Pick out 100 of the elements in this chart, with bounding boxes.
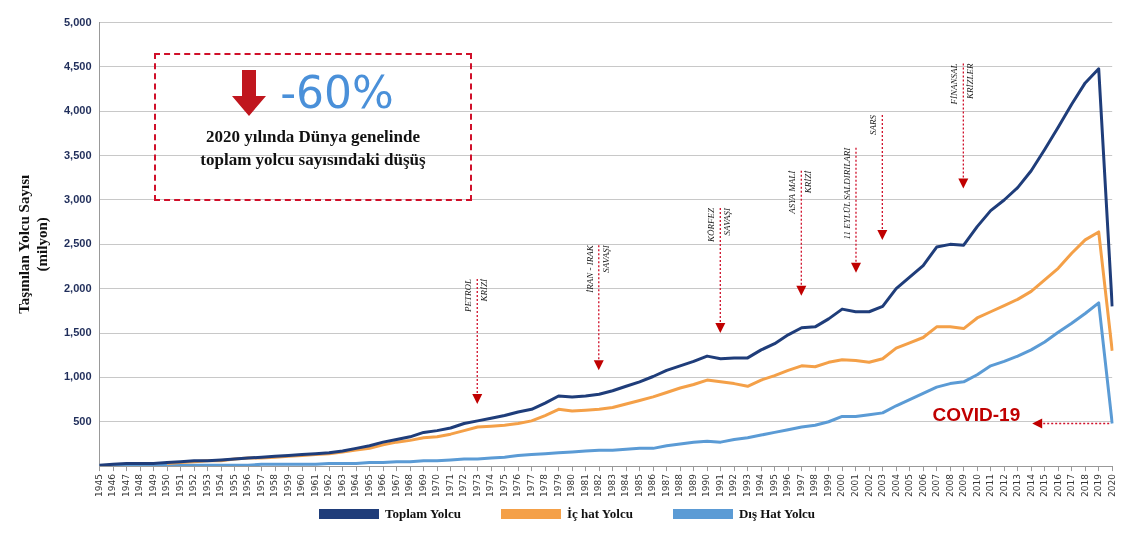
- x-tick-label: 1980: [566, 473, 577, 497]
- x-tick-label: 2012: [998, 474, 1009, 497]
- x-tick-label: 1951: [174, 474, 185, 497]
- x-tick-label: 1952: [188, 474, 199, 497]
- y-tick-label: 4,000: [64, 104, 92, 117]
- x-tick-label: 2008: [944, 473, 955, 497]
- x-tick-label: 2011: [985, 474, 996, 497]
- x-tick-label: 1981: [579, 474, 590, 497]
- x-tick-label: 1995: [768, 474, 779, 497]
- x-tick-label: 1963: [336, 474, 347, 497]
- y-axis-title: Taşınılan Yolcu Sayısı (milyon): [15, 174, 51, 314]
- x-tick-label: 2001: [850, 474, 860, 497]
- annotation: COVID-19: [932, 403, 1021, 425]
- x-tick-label: 1990: [701, 473, 712, 497]
- annotation: ASYA MALİ KRİZİ: [787, 169, 814, 215]
- x-tick-label: 2002: [863, 474, 874, 497]
- x-tick-label: 1960: [296, 473, 307, 497]
- x-tick-label: 2004: [890, 473, 901, 497]
- y-tick-label: 3,000: [64, 193, 92, 206]
- x-tick-label: 2007: [931, 474, 942, 497]
- x-tick-label: 1989: [687, 473, 698, 497]
- annotation: -60%: [280, 67, 394, 118]
- x-tick-label: 1945: [93, 474, 104, 497]
- x-tick-label: 1988: [674, 473, 685, 497]
- x-tick-label: 2000: [836, 473, 847, 497]
- x-tick-label: 1953: [201, 474, 212, 497]
- x-tick-label: 1984: [620, 473, 631, 497]
- x-tick-label: 1991: [714, 474, 725, 497]
- x-tick-label: 1997: [795, 474, 806, 497]
- x-tick-label: 1971: [444, 474, 455, 497]
- x-tick-label: 1946: [107, 473, 118, 497]
- y-tick-label: 1,000: [64, 370, 92, 383]
- x-tick-label: 1974: [485, 473, 496, 497]
- x-tick-label: 2006: [917, 473, 928, 497]
- x-tick-label: 2015: [1039, 474, 1050, 497]
- x-tick-label: 2019: [1093, 473, 1104, 497]
- x-tick-label: 1996: [782, 473, 793, 497]
- x-tick-label: 2005: [904, 474, 915, 497]
- x-tick-label: 1982: [593, 474, 604, 497]
- x-tick-label: 1999: [823, 473, 833, 497]
- x-tick-label: 1957: [255, 474, 266, 497]
- x-tick-label: 1977: [525, 474, 536, 497]
- x-tick-label: 1987: [660, 474, 671, 497]
- x-tick-label: 2018: [1079, 473, 1090, 497]
- x-tick-label: 1967: [390, 474, 401, 497]
- x-tick-label: 1972: [458, 474, 469, 497]
- x-tick-label: 1948: [134, 473, 145, 497]
- x-tick-label: 2020: [1106, 473, 1117, 497]
- x-tick-label: 1966: [377, 473, 388, 497]
- annotation: PETROL KRİZİ: [463, 278, 490, 314]
- x-tick-label: 1968: [404, 473, 415, 497]
- x-tick-label: 1976: [512, 473, 523, 497]
- x-tick-label: 2013: [1012, 474, 1023, 497]
- x-tick-label: 1975: [498, 474, 509, 497]
- x-tick-label: 1998: [809, 473, 820, 497]
- x-tick-label: 2003: [877, 474, 887, 497]
- x-tick-label: 1986: [647, 473, 658, 497]
- x-tick-label: 1970: [431, 473, 442, 497]
- annotation: 2020 yılında Dünya genelinde toplam yolcu sayısındaki düşüş: [199, 126, 427, 171]
- x-tick-label: 1949: [147, 473, 158, 497]
- x-tick-label: 1965: [363, 474, 374, 497]
- x-tick-label: 1964: [350, 473, 361, 497]
- y-tick-label: 1,500: [64, 326, 92, 339]
- legend-label: Dış Hat Yolcu: [738, 506, 816, 522]
- annotation: 11 EYLÜL SALDIRILARI: [841, 146, 852, 240]
- x-tick-label: 1961: [309, 474, 320, 497]
- y-tick-label: 500: [73, 414, 92, 427]
- y-tick-label: 5,000: [64, 15, 92, 28]
- annotation: KÖRFEZ SAVAŞI: [706, 207, 733, 244]
- x-tick-label: 1973: [471, 474, 482, 497]
- x-tick-label: 1994: [755, 473, 766, 497]
- x-tick-label: 1956: [242, 473, 253, 497]
- x-tick-label: 1992: [728, 474, 739, 497]
- y-tick-label: 2,500: [64, 237, 92, 250]
- x-tick-label: 1993: [741, 474, 752, 497]
- annotation: FİNANSAL KRİZLER: [949, 62, 976, 106]
- x-tick-label: 2016: [1052, 473, 1063, 497]
- legend-label: Toplam Yolcu: [384, 506, 461, 522]
- x-tick-label: 1962: [323, 474, 334, 497]
- x-tick-label: 1959: [282, 473, 293, 497]
- legend-label: İç hat Yolcu: [566, 506, 633, 522]
- x-tick-label: 1983: [606, 474, 617, 497]
- x-tick-label: 1985: [633, 474, 644, 497]
- x-tick-label: 2010: [971, 473, 982, 497]
- y-tick-label: 4,500: [64, 59, 92, 72]
- annotation: İRAN - IRAK SAVAŞI: [584, 244, 611, 294]
- x-tick-label: 1955: [228, 474, 239, 497]
- y-tick-label: 2,000: [64, 281, 92, 294]
- annotation: SARS: [868, 114, 879, 135]
- x-tick-label: 1979: [552, 473, 563, 497]
- x-tick-label: 2014: [1025, 473, 1036, 497]
- x-tick-label: 1954: [215, 473, 226, 497]
- x-tick-label: 2009: [958, 473, 969, 497]
- x-tick-label: 1958: [269, 473, 280, 497]
- x-tick-label: 1950: [161, 473, 172, 497]
- x-tick-label: 2017: [1066, 474, 1077, 497]
- y-tick-label: 3,500: [64, 148, 92, 161]
- x-tick-label: 1978: [539, 473, 550, 497]
- x-tick-label: 1947: [120, 474, 131, 497]
- x-tick-label: 1969: [417, 473, 428, 497]
